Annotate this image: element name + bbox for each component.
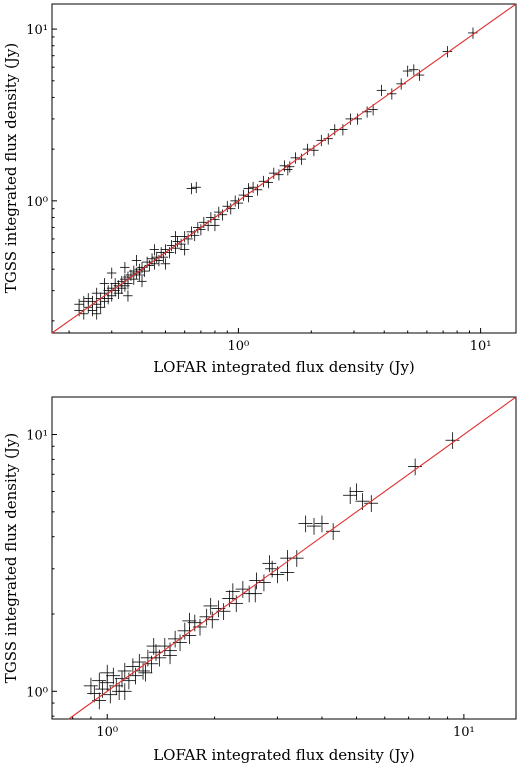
x-tick-label-top: 10⁰ — [228, 339, 250, 354]
data-point-bottom — [203, 597, 218, 615]
data-point-bottom — [117, 683, 132, 700]
data-point-bottom — [225, 583, 240, 601]
data-point-top — [186, 183, 197, 195]
data-point-bottom — [364, 495, 379, 512]
data-point-top — [442, 46, 453, 58]
data-point-bottom — [146, 638, 161, 655]
data-point-top — [91, 308, 102, 320]
data-point-bottom — [445, 432, 460, 449]
x-axis-label-top: LOFAR integrated flux density (Jy) — [153, 358, 415, 376]
data-point-bottom — [106, 667, 121, 685]
data-point-bottom — [314, 515, 329, 533]
data-point-top — [91, 298, 102, 311]
x-tick-label-bottom: 10¹ — [453, 725, 475, 740]
plot-area-top — [51, 3, 517, 334]
data-point-top — [106, 267, 117, 279]
data-point-top — [309, 144, 319, 157]
data-point-top — [99, 295, 110, 308]
data-point-top — [323, 133, 333, 145]
data-point-top — [160, 244, 171, 256]
data-point-top — [164, 247, 175, 259]
data-point-top — [156, 247, 166, 259]
data-point-bottom — [222, 590, 237, 608]
y-tick-label-bottom: 10¹ — [26, 429, 48, 444]
data-point-top — [376, 84, 387, 97]
data-point-bottom — [326, 523, 340, 540]
data-point-top — [210, 219, 220, 232]
data-point-bottom — [138, 664, 153, 682]
top-marks: 10⁰ 10¹ 10⁰ 10¹ — [26, 3, 517, 354]
data-point-bottom — [121, 672, 136, 690]
data-point-top — [179, 244, 190, 256]
data-point-top — [149, 244, 160, 256]
bottom-marks: 10⁰ 10¹ 10⁰ 10¹ — [26, 396, 517, 740]
x-axis-label-bottom: LOFAR integrated flux density (Jy) — [153, 746, 415, 764]
chart-bottom: 10⁰ 10¹ 10⁰ 10¹ LOFAR integrated flux densi… — [2, 396, 517, 764]
data-point-bottom — [298, 515, 313, 533]
data-point-top — [368, 104, 378, 116]
data-point-top — [83, 293, 93, 305]
data-point-top — [87, 295, 98, 308]
data-point-top — [131, 255, 142, 267]
data-point-top — [99, 278, 110, 290]
data-point-bottom — [262, 555, 277, 573]
data-point-bottom — [248, 585, 263, 603]
one-to-one-line-top — [51, 3, 517, 334]
data-point-bottom — [117, 662, 132, 680]
data-point-top — [120, 261, 130, 274]
x-tick-label-top: 10¹ — [470, 339, 492, 354]
data-point-top — [408, 64, 419, 76]
data-point-bottom — [229, 595, 244, 613]
data-point-top — [147, 253, 157, 265]
data-point-bottom — [144, 655, 159, 673]
chart-top: 10⁰ 10¹ 10⁰ 10¹ LOFAR integrated flux densi… — [2, 3, 517, 376]
data-point-bottom — [235, 581, 250, 598]
data-point-top — [78, 295, 89, 308]
y-axis-label-top: TGSS integrated flux density (Jy) — [2, 43, 20, 293]
x-tick-label-bottom: 10⁰ — [96, 725, 118, 740]
data-point-top — [95, 301, 106, 314]
data-point-top — [243, 183, 254, 195]
data-point-top — [74, 298, 84, 311]
data-point-top — [160, 258, 171, 270]
data-point-bottom — [162, 647, 177, 665]
y-tick-label-bottom: 10⁰ — [26, 685, 48, 700]
data-point-top — [123, 278, 133, 290]
data-point-top — [158, 251, 168, 263]
y-tick-label-top: 10⁰ — [26, 195, 48, 210]
data-point-top — [170, 231, 181, 243]
data-point-top — [191, 181, 201, 194]
data-point-top — [103, 293, 113, 305]
plot-area-bottom — [51, 396, 517, 720]
y-tick-label-top: 10¹ — [26, 23, 48, 38]
data-point-top — [137, 275, 147, 288]
y-axis-label-bottom: TGSS integrated flux density (Jy) — [2, 433, 20, 683]
data-point-bottom — [192, 618, 207, 636]
data-point-bottom — [87, 685, 102, 703]
data-point-top — [123, 290, 133, 302]
data-point-bottom — [256, 574, 271, 592]
data-point-bottom — [349, 483, 364, 501]
data-point-bottom — [343, 487, 358, 504]
data-point-bottom — [92, 672, 107, 690]
data-point-top — [206, 212, 216, 224]
data-point-bottom — [306, 518, 321, 535]
one-to-one-line-bottom — [68, 396, 517, 720]
data-point-bottom — [114, 670, 129, 688]
data-point-top — [296, 153, 307, 165]
data-point-top — [329, 124, 340, 136]
data-point-bottom — [83, 677, 98, 695]
data-point-bottom — [100, 664, 115, 682]
data-point-bottom — [205, 611, 220, 629]
data-point-top — [198, 216, 209, 229]
data-point-bottom — [280, 564, 295, 582]
data-point-top — [402, 65, 413, 77]
data-point-top — [248, 181, 258, 194]
data-point-bottom — [182, 612, 197, 630]
data-point-bottom — [128, 667, 143, 685]
data-point-bottom — [109, 677, 124, 695]
